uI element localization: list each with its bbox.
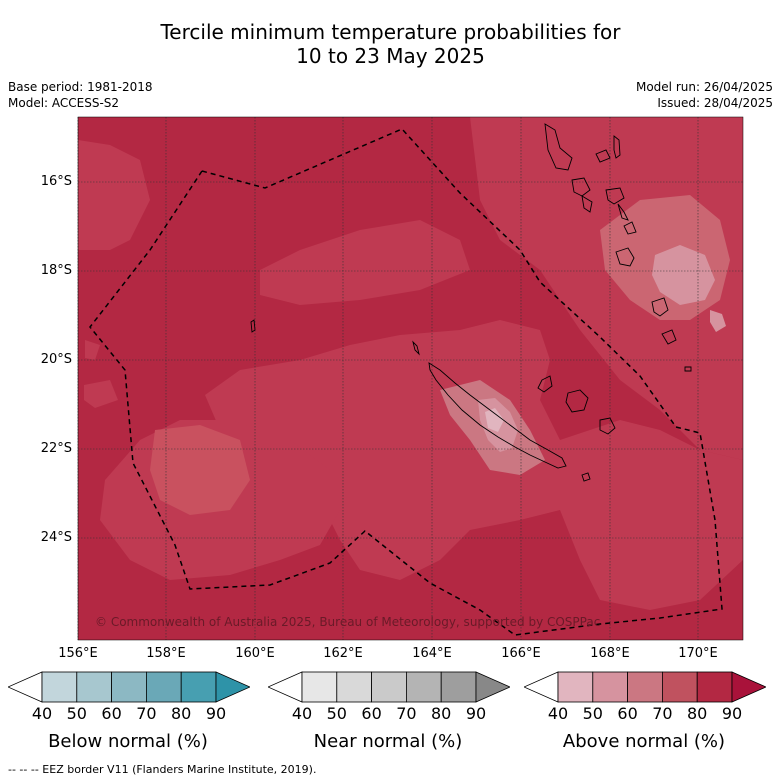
region-west-patch-a [85, 340, 100, 360]
belep-islands [412, 340, 420, 356]
colorbar-tick-label: 80 [687, 704, 708, 723]
colorbar-tick-label: 70 [652, 704, 673, 723]
colorbar-swatch [301, 671, 338, 703]
issued-date: Issued: 28/04/2025 [657, 96, 773, 110]
mare-island [599, 417, 616, 435]
colorbar-swatch [180, 671, 217, 703]
colorbar-swatch [592, 671, 629, 703]
new-caledonia-main [428, 362, 567, 469]
lon-label-166e: 166°E [501, 646, 541, 661]
colorbar-tick-label: 90 [465, 704, 487, 723]
lon-label-164e: 164°E [412, 646, 452, 661]
colorbar-tick-label: 80 [431, 704, 452, 723]
colorbar-tick-label: 40 [547, 704, 569, 723]
malekula-island [571, 177, 591, 197]
colorbar-swatch [111, 671, 147, 703]
region-north-central [260, 220, 470, 305]
colorbar-tick-label: 80 [171, 704, 192, 723]
region-east-small [710, 310, 726, 332]
lat-label-16s: 16°S [40, 174, 72, 189]
colorbar-swatch [8, 671, 43, 703]
region-southwest-60 [150, 425, 250, 515]
colorbar-tick-label: 90 [721, 704, 743, 723]
lat-label-20s: 20°S [40, 352, 72, 367]
below-normal-colorbar [8, 671, 250, 703]
colorbar-swatch [731, 671, 766, 703]
small-island-b [617, 203, 629, 221]
colorbar-swatch [145, 671, 182, 703]
near-normal-title: Near normal (%) [313, 731, 463, 752]
small-island-a [581, 195, 593, 213]
lon-label-162e: 162°E [323, 646, 363, 661]
colorbar-tick-label: 60 [361, 704, 382, 723]
espiritu-santo [544, 123, 573, 171]
colorbar-swatch [268, 671, 303, 703]
base-period: Base period: 1981-2018 [8, 80, 153, 94]
above-normal-colorbar [524, 671, 766, 703]
lat-label-22s: 22°S [40, 441, 72, 456]
colorbar-tick-label: 50 [582, 704, 603, 723]
eez-border [89, 128, 723, 636]
colorbar-swatch [405, 671, 442, 703]
colorbar-tick-label: 90 [205, 704, 227, 723]
title-line-2: 10 to 23 May 2025 [296, 44, 485, 68]
small-island-c [684, 366, 692, 372]
lifou-island [565, 389, 589, 413]
model-run: Model run: 26/04/2025 [635, 80, 773, 94]
colorbar-tick-label: 60 [617, 704, 638, 723]
region-northwest [78, 140, 150, 250]
colorbar-swatch [661, 671, 698, 703]
lon-label-158e: 158°E [146, 646, 186, 661]
map-frame [77, 116, 744, 641]
maewo-island [613, 135, 621, 159]
isle-of-pines [581, 472, 591, 482]
colorbar-swatch [41, 671, 78, 703]
colorbar-swatch [371, 671, 407, 703]
region-east-50 [652, 245, 715, 305]
colorbar-tick-label: 50 [326, 704, 347, 723]
colorbar-tick-label: 50 [66, 704, 87, 723]
erromango-island [615, 247, 635, 267]
colorbar-tick-label: 70 [396, 704, 417, 723]
coastlines [250, 123, 692, 482]
map-fill [78, 117, 743, 640]
aneityum-island [661, 329, 677, 345]
colorbar-swatch [557, 671, 594, 703]
lon-label-168e: 168°E [590, 646, 630, 661]
colorbar-tick-label: 70 [136, 704, 157, 723]
copyright-text: © Commonwealth of Australia 2025, Bureau… [95, 615, 600, 629]
colorbar-swatch [336, 671, 373, 703]
region-southeast [560, 420, 743, 610]
near-normal-colorbar [268, 671, 510, 703]
region-west-patch-b [84, 380, 118, 408]
colorbar-swatch [215, 671, 250, 703]
colorbar-swatch [627, 671, 663, 703]
colorbar-swatch [440, 671, 477, 703]
lon-label-170e: 170°E [678, 646, 718, 661]
below-normal-title: Below normal (%) [48, 731, 208, 752]
region-central-40 [485, 408, 504, 432]
title-line-1: Tercile minimum temperature probabilitie… [160, 20, 621, 44]
colorbar-tick-label: 40 [291, 704, 313, 723]
colorbar-tick-label: 60 [101, 704, 122, 723]
lon-label-160e: 160°E [235, 646, 275, 661]
colorbar-swatch [524, 671, 559, 703]
colorbar-swatch [696, 671, 733, 703]
colorbar-tick-label: 40 [31, 704, 53, 723]
colorbar-swatch [475, 671, 510, 703]
above-normal-title: Above normal (%) [562, 731, 726, 752]
lon-label-156e: 156°E [58, 646, 98, 661]
efate-island [623, 221, 637, 235]
epi-island [605, 187, 625, 205]
chesterfield-islands [250, 319, 256, 333]
tanna-island [651, 297, 669, 317]
colorbar-swatch [76, 671, 113, 703]
ouvea-island [537, 375, 553, 393]
ambae-island [595, 149, 611, 163]
model-name: Model: ACCESS-S2 [8, 96, 120, 110]
eez-footnote: -- -- -- EEZ border V11 (Flanders Marine… [8, 763, 317, 776]
lat-label-24s: 24°S [40, 530, 72, 545]
lat-label-18s: 18°S [40, 263, 72, 278]
